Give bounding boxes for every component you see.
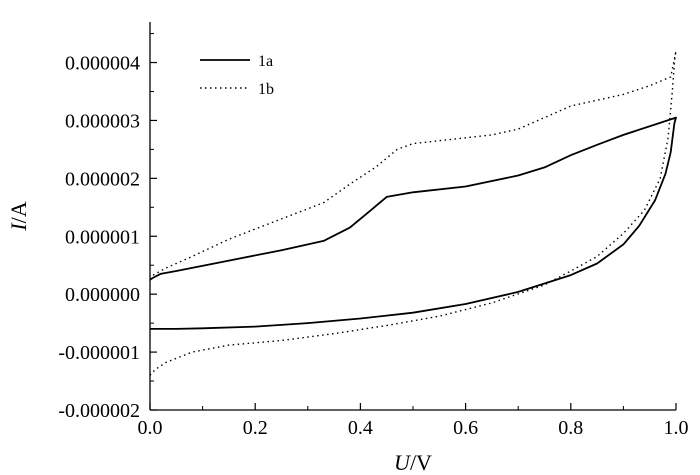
y-axis-variable: I [6, 222, 31, 232]
legend-label-1a: 1a [258, 53, 273, 70]
y-tick-label: 0.000000 [65, 284, 140, 306]
y-tick-label: -0.000002 [58, 400, 140, 422]
x-axis-variable: U [394, 450, 412, 475]
series-1a-line [149, 116, 677, 330]
y-axis-title: I/A [6, 201, 31, 231]
y-tick-label: 0.000002 [65, 168, 140, 190]
x-axis-title: U/V [394, 450, 432, 475]
y-tick-label: -0.000001 [58, 342, 140, 364]
x-tick-label: 0.6 [453, 417, 478, 439]
y-tick-label: 0.000001 [65, 226, 140, 248]
plot-area [149, 50, 677, 376]
legend-label-1b: 1b [258, 81, 274, 98]
x-tick-label: 0.0 [138, 417, 163, 439]
series-1b-line [149, 50, 677, 376]
x-tick-label: 0.8 [558, 417, 583, 439]
axes: 0.0 0.2 0.4 0.6 0.8 1.0 -0.000002 -0.000001 0.00… [58, 22, 689, 439]
y-tick-label: 0.000003 [65, 110, 140, 132]
x-tick-label: 0.4 [348, 417, 373, 439]
y-tick-label: 0.000004 [65, 53, 140, 75]
x-axis-unit: /V [410, 450, 432, 475]
x-tick-label: 1.0 [664, 417, 689, 439]
legend: 1a 1b [200, 53, 274, 98]
y-axis-unit: /A [6, 201, 31, 223]
x-tick-label: 0.2 [243, 417, 268, 439]
